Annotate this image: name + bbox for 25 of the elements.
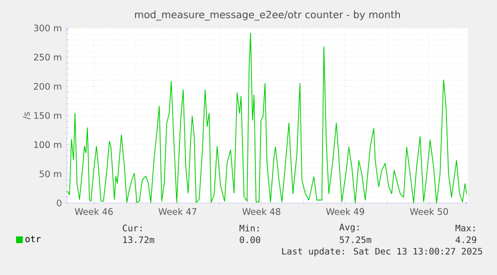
x-tick-label: Week 46 [74,208,113,215]
text: 57.25m [340,236,372,244]
line-series [67,32,467,204]
y-tick-label: 50 m [40,170,62,178]
text: Min: [240,224,259,232]
text: 4.29 [456,236,476,244]
text: Cur: [122,224,142,232]
y-tick-label: 250 m [34,54,62,61]
text: Last update: Sat Dec 13 13:00:27 2025 [282,248,482,256]
text: Avg: [339,224,359,232]
y-tick-label: 150 m [34,112,62,119]
x-tick-label: Week 49 [326,208,364,215]
text: 13.72m [123,236,154,244]
y-tick-label: 100 m [34,141,62,148]
x-tick-label: Week 47 [158,208,196,215]
y-tick-label: 300 m [34,24,62,32]
text: 0.00 [240,236,260,244]
legend-label: otr [25,236,41,242]
x-tick-label: Week 50 [410,208,448,215]
y-tick-label: 0 [56,200,62,206]
y-tick-label: 200 m [34,82,62,90]
text: Max: [456,224,475,232]
chart-title: mod_measure_message_e2ee/otr counter - by month [135,10,400,20]
x-tick-label: Week 48 [242,208,280,215]
y-axis-title: /s [23,112,30,120]
